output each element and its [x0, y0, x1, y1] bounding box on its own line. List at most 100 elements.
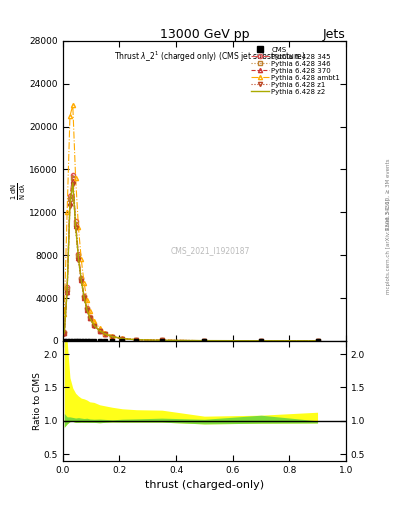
Pythia 6.428 345 [70, 172, 75, 178]
Pythia 6.428 370 [103, 331, 108, 337]
Line: Pythia 6.428 370: Pythia 6.428 370 [62, 179, 320, 343]
Text: Jets: Jets [323, 28, 346, 41]
Pythia 6.428 370 [84, 307, 89, 313]
Pythia 6.428 370 [160, 337, 164, 344]
Pythia 6.428 z2 [315, 338, 320, 344]
Pythia 6.428 370 [62, 330, 67, 336]
Pythia 6.428 ambt1 [259, 338, 263, 344]
Pythia 6.428 z2 [82, 294, 86, 301]
Pythia 6.428 370 [82, 295, 86, 301]
Text: 13000 GeV pp: 13000 GeV pp [160, 28, 249, 41]
Pythia 6.428 z2 [65, 287, 70, 293]
Pythia 6.428 z1 [120, 336, 125, 342]
Pythia 6.428 ambt1 [92, 318, 96, 324]
Pythia 6.428 z1 [259, 338, 263, 344]
Pythia 6.428 346 [62, 330, 67, 336]
Pythia 6.428 z2 [73, 223, 78, 229]
Pythia 6.428 z1 [84, 307, 89, 313]
Pythia 6.428 z1 [92, 323, 96, 329]
Pythia 6.428 z2 [110, 333, 115, 339]
Pythia 6.428 346 [202, 337, 207, 344]
Pythia 6.428 370 [79, 278, 84, 284]
Pythia 6.428 346 [110, 333, 115, 339]
Pythia 6.428 z1 [202, 337, 207, 344]
Legend: CMS, Pythia 6.428 345, Pythia 6.428 346, Pythia 6.428 370, Pythia 6.428 ambt1, P: CMS, Pythia 6.428 345, Pythia 6.428 346,… [249, 45, 342, 97]
Pythia 6.428 345 [134, 337, 139, 343]
Pythia 6.428 ambt1 [87, 308, 92, 314]
Pythia 6.428 370 [70, 178, 75, 184]
Text: CMS_2021_I1920187: CMS_2021_I1920187 [170, 246, 250, 255]
Pythia 6.428 346 [87, 315, 92, 321]
Pythia 6.428 ambt1 [202, 337, 207, 344]
Pythia 6.428 ambt1 [76, 224, 81, 230]
Pythia 6.428 346 [103, 331, 108, 337]
Pythia 6.428 ambt1 [65, 209, 70, 216]
Pythia 6.428 345 [84, 305, 89, 311]
Pythia 6.428 z1 [68, 203, 72, 209]
Pythia 6.428 z1 [79, 279, 84, 285]
Text: mcplots.cern.ch [arXiv:1306.3436]: mcplots.cern.ch [arXiv:1306.3436] [386, 198, 391, 293]
Pythia 6.428 345 [259, 338, 263, 344]
Pythia 6.428 346 [97, 328, 102, 334]
Text: Thrust $\lambda\_2^1$ (charged only) (CMS jet substructure): Thrust $\lambda\_2^1$ (charged only) (CM… [114, 50, 305, 65]
Pythia 6.428 346 [92, 322, 96, 328]
Pythia 6.428 345 [68, 193, 72, 199]
Pythia 6.428 345 [87, 314, 92, 321]
Pythia 6.428 346 [315, 338, 320, 344]
Pythia 6.428 370 [87, 315, 92, 321]
Pythia 6.428 346 [84, 306, 89, 312]
Pythia 6.428 z1 [87, 315, 92, 322]
Pythia 6.428 345 [76, 251, 81, 257]
Pythia 6.428 z2 [68, 201, 72, 207]
Pythia 6.428 z1 [73, 225, 78, 231]
X-axis label: thrust (charged-only): thrust (charged-only) [145, 480, 264, 490]
Pythia 6.428 ambt1 [97, 325, 102, 331]
Pythia 6.428 ambt1 [70, 102, 75, 109]
Line: Pythia 6.428 345: Pythia 6.428 345 [62, 173, 320, 343]
Pythia 6.428 346 [120, 335, 125, 342]
Pythia 6.428 346 [68, 197, 72, 203]
Pythia 6.428 345 [120, 335, 125, 342]
Pythia 6.428 345 [62, 329, 67, 335]
Pythia 6.428 z2 [134, 337, 139, 343]
Line: Pythia 6.428 z1: Pythia 6.428 z1 [62, 182, 320, 343]
Pythia 6.428 345 [73, 218, 78, 224]
Pythia 6.428 346 [82, 294, 86, 300]
Line: Pythia 6.428 z2: Pythia 6.428 z2 [64, 183, 318, 341]
Pythia 6.428 370 [65, 288, 70, 294]
Pythia 6.428 z2 [103, 331, 108, 337]
Pythia 6.428 ambt1 [103, 330, 108, 336]
Pythia 6.428 z2 [120, 335, 125, 342]
Pythia 6.428 ambt1 [160, 337, 164, 344]
Pythia 6.428 370 [73, 223, 78, 229]
Pythia 6.428 346 [160, 337, 164, 344]
Pythia 6.428 z2 [97, 328, 102, 334]
Pythia 6.428 370 [134, 337, 139, 343]
Pythia 6.428 z1 [70, 181, 75, 187]
Pythia 6.428 z1 [110, 334, 115, 340]
Pythia 6.428 z2 [92, 322, 96, 328]
Pythia 6.428 z2 [79, 277, 84, 283]
Pythia 6.428 ambt1 [62, 311, 67, 317]
Pythia 6.428 346 [259, 338, 263, 344]
Line: Pythia 6.428 346: Pythia 6.428 346 [62, 176, 320, 343]
Pythia 6.428 z2 [76, 255, 81, 261]
Pythia 6.428 z1 [62, 331, 67, 337]
Pythia 6.428 ambt1 [68, 113, 72, 119]
Y-axis label: Ratio to CMS: Ratio to CMS [33, 372, 42, 430]
Pythia 6.428 345 [202, 337, 207, 344]
Pythia 6.428 345 [79, 274, 84, 281]
Pythia 6.428 z2 [259, 338, 263, 344]
Pythia 6.428 370 [92, 322, 96, 328]
Pythia 6.428 z2 [70, 180, 75, 186]
Pythia 6.428 346 [134, 337, 139, 343]
Pythia 6.428 z2 [160, 337, 164, 344]
Pythia 6.428 370 [97, 328, 102, 334]
Pythia 6.428 z2 [62, 330, 67, 336]
Pythia 6.428 ambt1 [120, 335, 125, 342]
Pythia 6.428 z1 [65, 290, 70, 296]
Line: Pythia 6.428 ambt1: Pythia 6.428 ambt1 [62, 103, 320, 343]
Pythia 6.428 ambt1 [315, 338, 320, 344]
Pythia 6.428 z2 [202, 337, 207, 344]
Pythia 6.428 370 [76, 255, 81, 262]
